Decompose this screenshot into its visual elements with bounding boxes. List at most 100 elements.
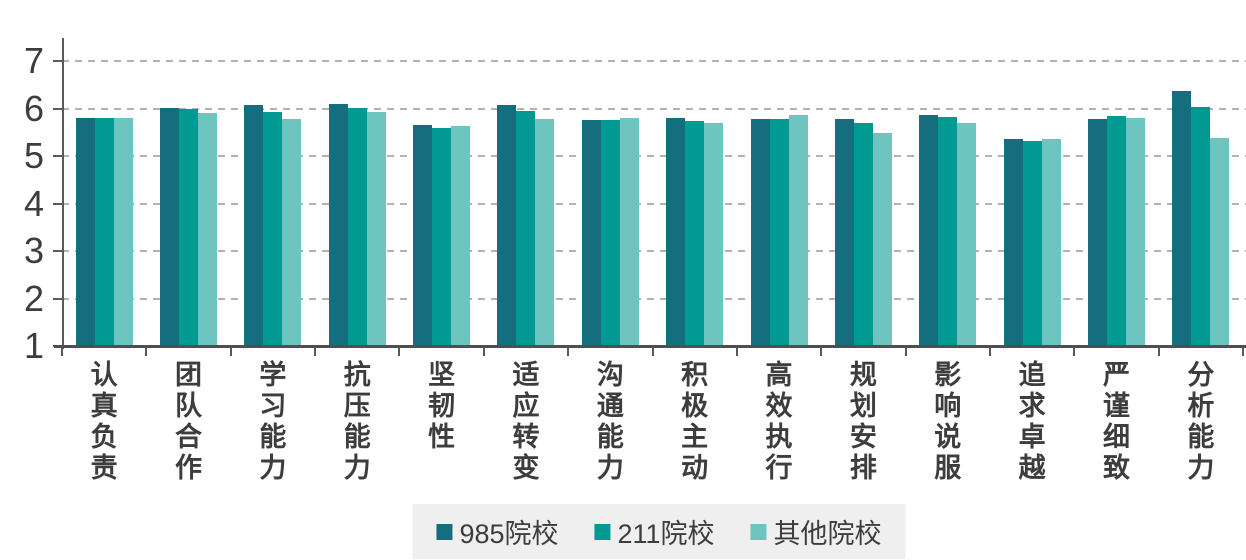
bar xyxy=(957,123,977,346)
bar xyxy=(1087,119,1107,346)
y-axis-label: 3 xyxy=(23,230,44,271)
bar xyxy=(347,107,367,346)
category-label-char: 排 xyxy=(849,453,877,483)
bar xyxy=(1041,138,1061,346)
bar xyxy=(938,116,958,346)
category-label-char: 执 xyxy=(765,422,793,452)
bar xyxy=(535,119,555,346)
category-label-char: 追 xyxy=(1018,360,1046,390)
bar xyxy=(1125,118,1145,346)
x-axis-category-label: 高效执行 xyxy=(736,360,822,484)
category-label-char: 能 xyxy=(343,422,371,452)
x-axis-category-label: 规划安排 xyxy=(820,360,906,484)
bar xyxy=(600,119,620,346)
x-axis-tick xyxy=(145,347,148,356)
category-label-char: 坚 xyxy=(428,360,456,390)
bar xyxy=(75,118,95,346)
y-axis-label: 2 xyxy=(23,277,44,319)
x-axis-category-label: 追求卓越 xyxy=(989,360,1075,484)
category-label-char: 分 xyxy=(1187,360,1215,390)
category-label-char: 卓 xyxy=(1018,422,1046,452)
bar xyxy=(1106,115,1126,346)
category-label-char: 能 xyxy=(1187,422,1215,452)
gridline xyxy=(62,297,1246,300)
bar xyxy=(581,119,601,346)
category-label-char: 析 xyxy=(1187,391,1215,421)
x-axis-tick xyxy=(988,347,991,356)
y-axis-tick xyxy=(53,155,62,157)
gridline xyxy=(62,107,1246,110)
category-label-char: 沟 xyxy=(596,360,624,390)
bar xyxy=(497,105,517,346)
category-label-char: 划 xyxy=(849,391,877,421)
category-label-char: 服 xyxy=(934,453,962,483)
x-axis-tick xyxy=(61,347,63,356)
category-label-char: 应 xyxy=(512,391,540,421)
category-label-char: 变 xyxy=(512,453,540,483)
category-label-char: 安 xyxy=(849,422,877,452)
x-axis-category-label: 分析能力 xyxy=(1158,360,1244,484)
legend-swatch-211 xyxy=(594,523,611,540)
x-axis-tick xyxy=(1157,347,1160,356)
legend-label-other: 其他院校 xyxy=(773,519,882,549)
bar xyxy=(1022,140,1042,346)
category-label-char: 能 xyxy=(259,422,287,452)
x-axis-category-label: 沟通能力 xyxy=(567,360,653,484)
category-label-char: 力 xyxy=(596,453,624,483)
category-label-char: 学 xyxy=(259,360,287,390)
category-label-char: 团 xyxy=(175,360,203,390)
y-axis-label: 1 xyxy=(23,325,44,366)
bar xyxy=(179,108,199,346)
x-axis-category-label: 适应转变 xyxy=(483,360,569,484)
bar xyxy=(853,122,873,346)
x-axis-tick xyxy=(314,347,317,356)
legend-item-211: 211院校 xyxy=(594,512,715,551)
bar xyxy=(244,104,264,346)
category-label-char: 谨 xyxy=(1102,391,1130,421)
bar xyxy=(834,119,854,346)
category-label-char: 转 xyxy=(512,422,540,452)
category-label-char: 作 xyxy=(175,453,203,483)
y-axis-line xyxy=(62,38,64,349)
chart-legend: 985院校 211院校 其他院校 xyxy=(412,504,906,559)
category-label-char: 越 xyxy=(1018,453,1046,483)
x-axis-tick xyxy=(735,347,738,356)
category-label-char: 责 xyxy=(90,453,118,483)
bar xyxy=(113,118,133,346)
bar xyxy=(919,114,939,346)
legend-swatch-985 xyxy=(436,523,453,540)
bar xyxy=(769,118,789,346)
category-label-char: 力 xyxy=(259,453,287,483)
x-axis-category-label: 积极主动 xyxy=(652,360,738,484)
category-label-char: 适 xyxy=(512,360,540,390)
bar xyxy=(872,132,892,346)
x-axis-tick xyxy=(229,347,232,356)
y-axis-label: 6 xyxy=(23,87,44,129)
category-label-char: 规 xyxy=(849,360,877,390)
bar xyxy=(366,112,386,346)
category-label-char: 合 xyxy=(175,422,203,452)
legend-label-985: 985院校 xyxy=(459,519,559,549)
gridline xyxy=(62,250,1246,252)
category-label-char: 力 xyxy=(1187,453,1215,483)
y-axis-label: 5 xyxy=(23,135,44,176)
category-label-char: 影 xyxy=(934,360,962,390)
x-axis-tick xyxy=(651,347,654,356)
x-axis-category-label: 团队合作 xyxy=(146,360,232,484)
x-axis-tick xyxy=(1242,347,1244,356)
category-label-char: 求 xyxy=(1018,391,1046,421)
bar xyxy=(263,112,283,346)
bar xyxy=(619,118,639,346)
x-axis-category-label: 认真负责 xyxy=(61,360,147,484)
category-label-char: 队 xyxy=(175,391,203,421)
bar xyxy=(516,110,536,346)
bar xyxy=(788,114,808,346)
category-label-char: 负 xyxy=(90,422,118,452)
category-label-char: 响 xyxy=(934,391,962,421)
bar xyxy=(282,119,302,346)
category-label-char: 致 xyxy=(1102,453,1130,483)
category-label-char: 真 xyxy=(90,391,118,421)
bar xyxy=(198,113,218,346)
x-axis-category-label: 严谨细致 xyxy=(1073,360,1159,484)
